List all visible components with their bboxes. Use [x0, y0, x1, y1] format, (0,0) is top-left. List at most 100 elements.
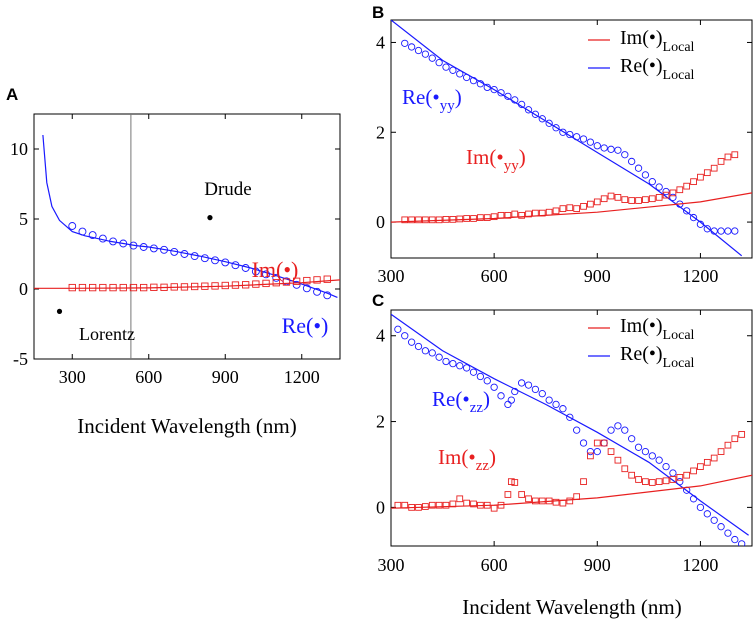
panel-a-re-data-point — [149, 244, 158, 253]
panel-b-im-label: Im(•yy) — [466, 145, 526, 174]
panel-a-im-data-point — [303, 276, 311, 285]
panel-c-re-data-point — [689, 495, 698, 503]
panel-c-re-data-point — [442, 357, 450, 366]
panel-c-im-data-point — [545, 497, 553, 505]
panel-b-im-data-point — [600, 195, 608, 203]
panel-a-im-data-point — [190, 282, 199, 291]
panel-a-xtick-label: 300 — [59, 367, 86, 387]
panel-a-frame — [33, 113, 341, 360]
panel-c-im-data-point — [710, 454, 718, 462]
panel-b-re-data-point — [559, 128, 567, 136]
panel-b-re-data-point — [689, 213, 698, 222]
panel-a: A 300 600 900 1200 -5 0 5 10 Incident Wavelengt… — [6, 85, 341, 438]
panel-c-legend: Im(•)Local Re(•)Local — [588, 315, 695, 371]
panel-b-re-data-point — [449, 66, 457, 74]
panel-b-re-data-point — [401, 39, 409, 48]
panel-a-re-data-point — [88, 231, 97, 240]
panel-c-re-data-point — [524, 381, 533, 389]
panel-b-im-data-point — [655, 194, 663, 201]
panel-b-re-data-point — [641, 171, 650, 179]
panel-a-re-data-point — [200, 254, 209, 263]
panel-c-im-data-point — [470, 500, 477, 508]
panel-b-letter: B — [372, 3, 384, 22]
panel-b-im-data-point — [497, 211, 505, 219]
panel-c-plot: 300 600 900 1200 0 2 4 — [376, 310, 752, 575]
panel-b-im-data-point — [566, 204, 574, 212]
panel-c-im-data-point — [456, 495, 464, 503]
panel-c-im-data-point — [573, 493, 581, 501]
panel-b-im-data-point — [435, 216, 443, 224]
panel-b-im-data-point — [518, 211, 525, 219]
panel-c-re-data-point — [634, 443, 643, 451]
panel-b-xtick-label: 300 — [378, 266, 405, 286]
panel-b-re-data-point — [566, 130, 574, 139]
panel-a-re-label: Re(•) — [282, 313, 329, 338]
panel-c-re-data-point — [586, 447, 595, 456]
panel-c-re-data-point — [621, 426, 629, 434]
panel-b-re-data-point — [538, 115, 546, 123]
panel-a-im-data-point — [88, 283, 97, 292]
panel-c-im-data-point — [738, 431, 746, 438]
panel-b-re-data-point — [710, 227, 718, 235]
panel-c-re-data-point — [538, 390, 546, 398]
panel-a-im-data-point — [119, 283, 127, 292]
panel-b-ytick-label: 4 — [376, 32, 385, 52]
panel-b-legend: Im(•)Local Re(•)Local — [588, 27, 695, 83]
panel-b-im-data-point — [532, 209, 539, 217]
panel-b-re-data-point — [469, 76, 478, 85]
panel-a-im-data-point — [109, 283, 117, 292]
panel-a-xtick-label: 600 — [135, 367, 162, 387]
panel-c-im-data-point — [463, 499, 470, 507]
panel-c-im-label: Im(•zz) — [438, 445, 496, 474]
panel-b-re-fit-line — [391, 20, 743, 257]
panel-b-re-data-point — [511, 96, 519, 104]
panel-c-im-data-point — [538, 497, 546, 505]
panel-a-re-data-point — [251, 267, 260, 276]
panel-b-re-data-point — [648, 178, 656, 186]
panel-b-legend-re-label: Re(•)Local — [620, 55, 695, 83]
panel-c-ytick-label: 4 — [376, 326, 385, 346]
panel-a-im-data-point — [150, 283, 158, 291]
panel-a-lorentz-point — [56, 308, 63, 314]
panel-b-re-data-point — [545, 119, 553, 127]
panel-b-re-data-point — [634, 164, 643, 172]
panel-c-re-data-point — [435, 353, 443, 361]
panel-a-im-data-point — [68, 283, 76, 292]
panel-b-xtick-label: 1200 — [682, 266, 718, 286]
panel-c-im-data-point — [676, 473, 684, 481]
panel-a-re-data-point — [323, 291, 332, 300]
panel-b-im-data-point — [635, 197, 642, 204]
panel-a-re-data-point — [302, 284, 311, 293]
panel-b-xtick-label: 600 — [481, 266, 508, 286]
panel-c-re-data-point — [456, 362, 464, 370]
panel-b-im-data-point — [573, 205, 581, 212]
panel-c-re-data-point — [476, 372, 485, 381]
panel-c-re-data-point — [483, 377, 491, 385]
panel-b-im-data-point — [490, 213, 498, 221]
panel-b-im-data-point — [552, 207, 560, 215]
panel-b-im-data-point — [422, 216, 429, 224]
panel-a-ytick-label: -5 — [13, 349, 28, 369]
panel-b-re-data-point — [586, 138, 595, 146]
panel-b-legend-im-label: Im(•)Local — [620, 27, 695, 55]
panel-c-re-data-point — [710, 516, 718, 524]
panel-b-im-data-point — [614, 194, 622, 201]
panel-a-im-data-point — [201, 282, 209, 290]
panel-c-im-data-point — [662, 477, 670, 485]
panel-b-re-data-point — [628, 157, 636, 166]
panel-c-im-data-point — [593, 439, 601, 447]
panel-b-im-data-point — [483, 214, 491, 221]
panel-b-re-data-point — [435, 59, 443, 67]
panel-c-im-data-point — [607, 448, 615, 455]
panel-c-re-data-point — [497, 392, 505, 400]
panel-b-frame — [390, 19, 753, 259]
panel-c-re-data-point — [579, 439, 588, 447]
panel-b-im-data-point — [504, 211, 512, 219]
panel-b-im-data-point — [648, 195, 656, 203]
panel-a-ytick-label: 10 — [10, 139, 28, 159]
panel-b-im-data-point — [408, 216, 415, 224]
panel-a-im-data-point — [241, 281, 250, 289]
panel-b-im-data-point — [456, 215, 464, 223]
panel-c-im-data-point — [642, 478, 649, 485]
panel-b-plot: 300 600 900 1200 0 2 4 — [376, 20, 752, 286]
